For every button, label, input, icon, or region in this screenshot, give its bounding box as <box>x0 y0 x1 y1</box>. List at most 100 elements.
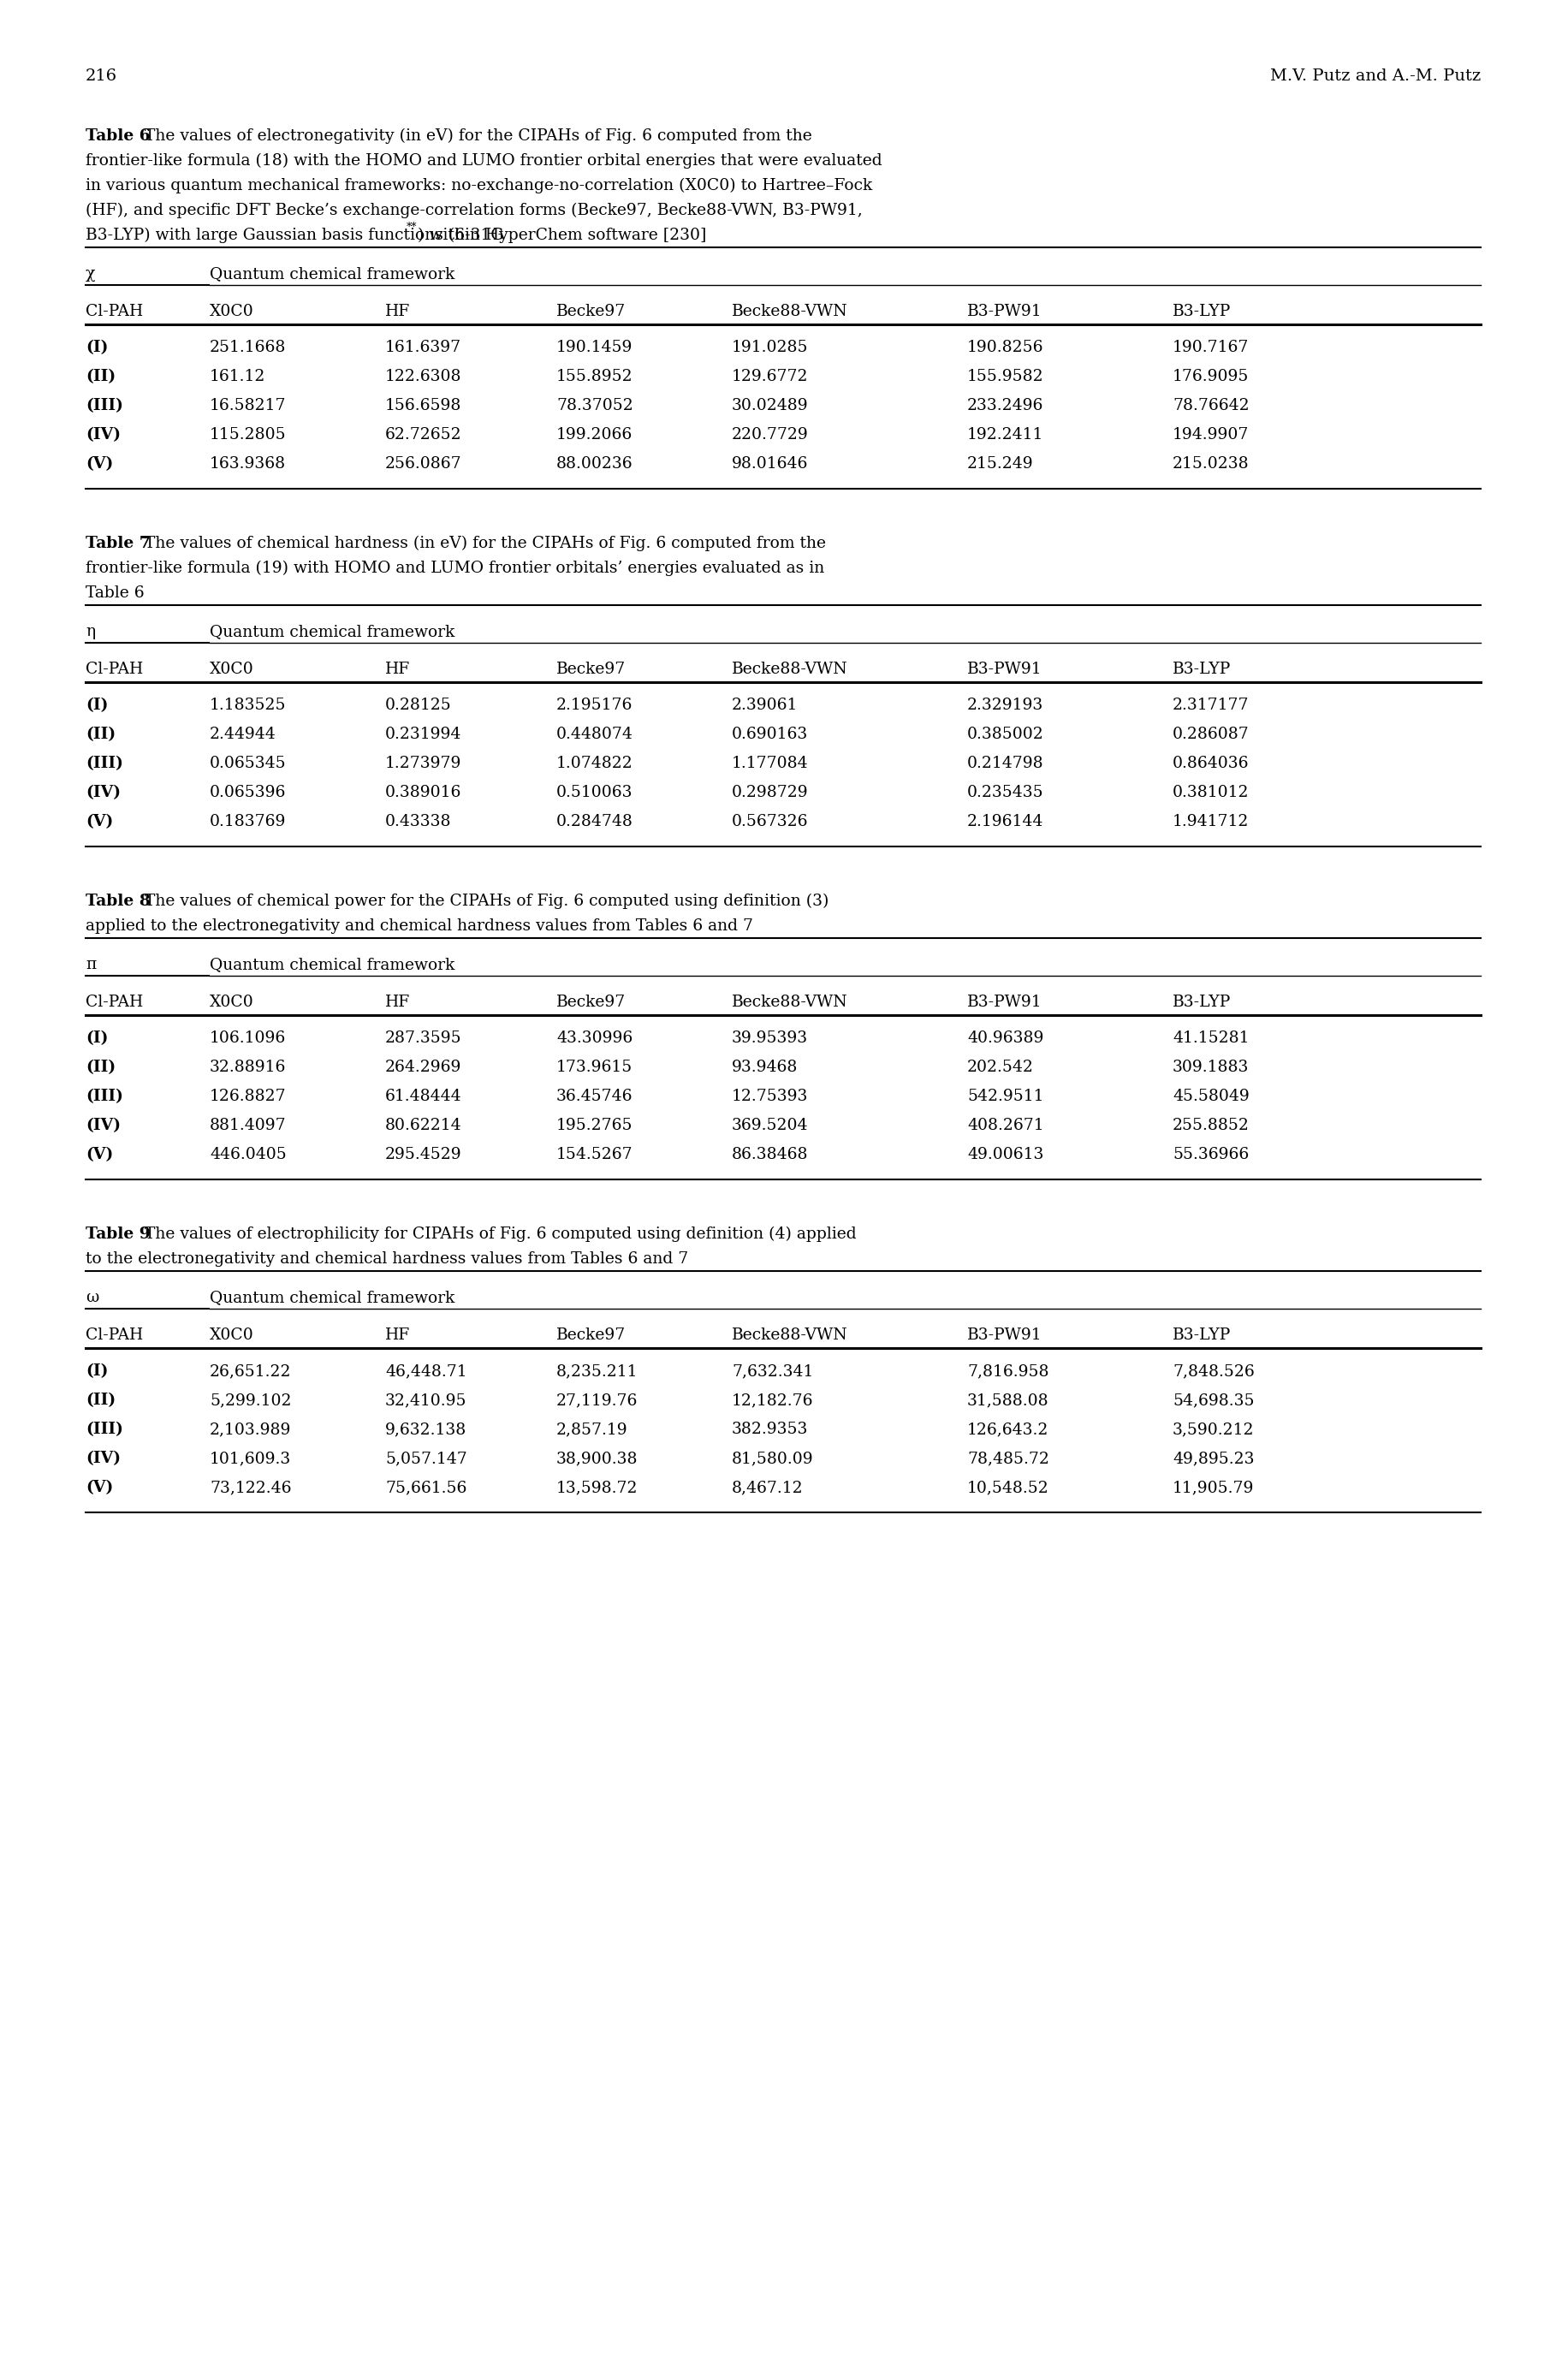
Text: Table 7: Table 7 <box>86 537 151 551</box>
Text: 2.317177: 2.317177 <box>1173 699 1250 713</box>
Text: (V): (V) <box>86 456 113 470</box>
Text: 62.72652: 62.72652 <box>386 428 463 442</box>
Text: 1.074822: 1.074822 <box>557 756 633 772</box>
Text: 49.00613: 49.00613 <box>967 1148 1044 1162</box>
Text: (III): (III) <box>86 1421 124 1437</box>
Text: 98.01646: 98.01646 <box>732 456 808 470</box>
Text: Table 9: Table 9 <box>86 1226 151 1243</box>
Text: 31,588.08: 31,588.08 <box>967 1392 1049 1409</box>
Text: 12,182.76: 12,182.76 <box>732 1392 814 1409</box>
Text: The values of electrophilicity for CIPAHs of Fig. 6 computed using definition (4: The values of electrophilicity for CIPAH… <box>135 1226 856 1243</box>
Text: (IV): (IV) <box>86 1452 121 1466</box>
Text: Cl-PAH: Cl-PAH <box>86 661 143 677</box>
Text: (IV): (IV) <box>86 1117 121 1133</box>
Text: 0.065396: 0.065396 <box>210 784 287 801</box>
Text: B3-PW91: B3-PW91 <box>967 304 1043 318</box>
Text: 8,467.12: 8,467.12 <box>732 1480 803 1495</box>
Text: 1.273979: 1.273979 <box>386 756 461 772</box>
Text: 38,900.38: 38,900.38 <box>557 1452 638 1466</box>
Text: Table 6: Table 6 <box>86 128 151 145</box>
Text: 155.8952: 155.8952 <box>557 368 633 385</box>
Text: Becke97: Becke97 <box>557 1328 626 1342</box>
Text: 30.02489: 30.02489 <box>732 399 809 413</box>
Text: 0.298729: 0.298729 <box>732 784 809 801</box>
Text: π: π <box>86 958 96 972</box>
Text: 156.6598: 156.6598 <box>386 399 461 413</box>
Text: 199.2066: 199.2066 <box>557 428 633 442</box>
Text: **: ** <box>406 221 417 233</box>
Text: HF: HF <box>386 661 411 677</box>
Text: 7,848.526: 7,848.526 <box>1173 1364 1254 1378</box>
Text: B3-PW91: B3-PW91 <box>967 661 1043 677</box>
Text: 1.941712: 1.941712 <box>1173 815 1250 829</box>
Text: 16.58217: 16.58217 <box>210 399 287 413</box>
Text: 2.196144: 2.196144 <box>967 815 1044 829</box>
Text: B3-PW91: B3-PW91 <box>967 1328 1043 1342</box>
Text: Becke97: Becke97 <box>557 996 626 1010</box>
Text: 126.8827: 126.8827 <box>210 1088 287 1105</box>
Text: 10,548.52: 10,548.52 <box>967 1480 1049 1495</box>
Text: 2.39061: 2.39061 <box>732 699 798 713</box>
Text: X0C0: X0C0 <box>210 661 254 677</box>
Text: B3-LYP) with large Gaussian basis functions (6-31G: B3-LYP) with large Gaussian basis functi… <box>86 228 503 242</box>
Text: 0.183769: 0.183769 <box>210 815 287 829</box>
Text: 0.235435: 0.235435 <box>967 784 1044 801</box>
Text: 7,632.341: 7,632.341 <box>732 1364 814 1378</box>
Text: 122.6308: 122.6308 <box>386 368 461 385</box>
Text: ) within HyperChem software [230]: ) within HyperChem software [230] <box>417 228 707 242</box>
Text: 0.284748: 0.284748 <box>557 815 633 829</box>
Text: (I): (I) <box>86 1364 108 1378</box>
Text: 80.62214: 80.62214 <box>386 1117 463 1133</box>
Text: 0.43338: 0.43338 <box>386 815 452 829</box>
Text: 0.510063: 0.510063 <box>557 784 633 801</box>
Text: 0.286087: 0.286087 <box>1173 727 1250 741</box>
Text: Quantum chemical framework: Quantum chemical framework <box>210 625 455 639</box>
Text: Becke97: Becke97 <box>557 304 626 318</box>
Text: 215.249: 215.249 <box>967 456 1033 470</box>
Text: frontier-like formula (19) with HOMO and LUMO frontier orbitals’ energies evalua: frontier-like formula (19) with HOMO and… <box>86 561 825 577</box>
Text: HF: HF <box>386 996 411 1010</box>
Text: 101,609.3: 101,609.3 <box>210 1452 292 1466</box>
Text: (V): (V) <box>86 1148 113 1162</box>
Text: 46,448.71: 46,448.71 <box>386 1364 467 1378</box>
Text: Becke88-VWN: Becke88-VWN <box>732 996 848 1010</box>
Text: 2.329193: 2.329193 <box>967 699 1044 713</box>
Text: Becke88-VWN: Becke88-VWN <box>732 1328 848 1342</box>
Text: (I): (I) <box>86 1031 108 1045</box>
Text: (IV): (IV) <box>86 784 121 801</box>
Text: 0.28125: 0.28125 <box>386 699 452 713</box>
Text: X0C0: X0C0 <box>210 1328 254 1342</box>
Text: Cl-PAH: Cl-PAH <box>86 304 143 318</box>
Text: 2.195176: 2.195176 <box>557 699 633 713</box>
Text: (II): (II) <box>86 368 116 385</box>
Text: to the electronegativity and chemical hardness values from Tables 6 and 7: to the electronegativity and chemical ha… <box>86 1252 688 1266</box>
Text: 106.1096: 106.1096 <box>210 1031 285 1045</box>
Text: 0.385002: 0.385002 <box>967 727 1044 741</box>
Text: (I): (I) <box>86 699 108 713</box>
Text: 39.95393: 39.95393 <box>732 1031 808 1045</box>
Text: 49,895.23: 49,895.23 <box>1173 1452 1254 1466</box>
Text: Quantum chemical framework: Quantum chemical framework <box>210 958 455 972</box>
Text: η: η <box>86 625 96 639</box>
Text: 13,598.72: 13,598.72 <box>557 1480 638 1495</box>
Text: 202.542: 202.542 <box>967 1060 1033 1074</box>
Text: (II): (II) <box>86 1060 116 1074</box>
Text: 446.0405: 446.0405 <box>210 1148 287 1162</box>
Text: 41.15281: 41.15281 <box>1173 1031 1250 1045</box>
Text: 32.88916: 32.88916 <box>210 1060 287 1074</box>
Text: 129.6772: 129.6772 <box>732 368 809 385</box>
Text: 194.9907: 194.9907 <box>1173 428 1250 442</box>
Text: 55.36966: 55.36966 <box>1173 1148 1250 1162</box>
Text: 295.4529: 295.4529 <box>386 1148 463 1162</box>
Text: Table 6: Table 6 <box>86 584 144 601</box>
Text: 93.9468: 93.9468 <box>732 1060 798 1074</box>
Text: 0.448074: 0.448074 <box>557 727 633 741</box>
Text: (I): (I) <box>86 340 108 354</box>
Text: 43.30996: 43.30996 <box>557 1031 633 1045</box>
Text: B3-PW91: B3-PW91 <box>967 996 1043 1010</box>
Text: 5,299.102: 5,299.102 <box>210 1392 292 1409</box>
Text: 0.389016: 0.389016 <box>386 784 461 801</box>
Text: 9,632.138: 9,632.138 <box>386 1421 467 1437</box>
Text: 86.38468: 86.38468 <box>732 1148 809 1162</box>
Text: (III): (III) <box>86 756 124 772</box>
